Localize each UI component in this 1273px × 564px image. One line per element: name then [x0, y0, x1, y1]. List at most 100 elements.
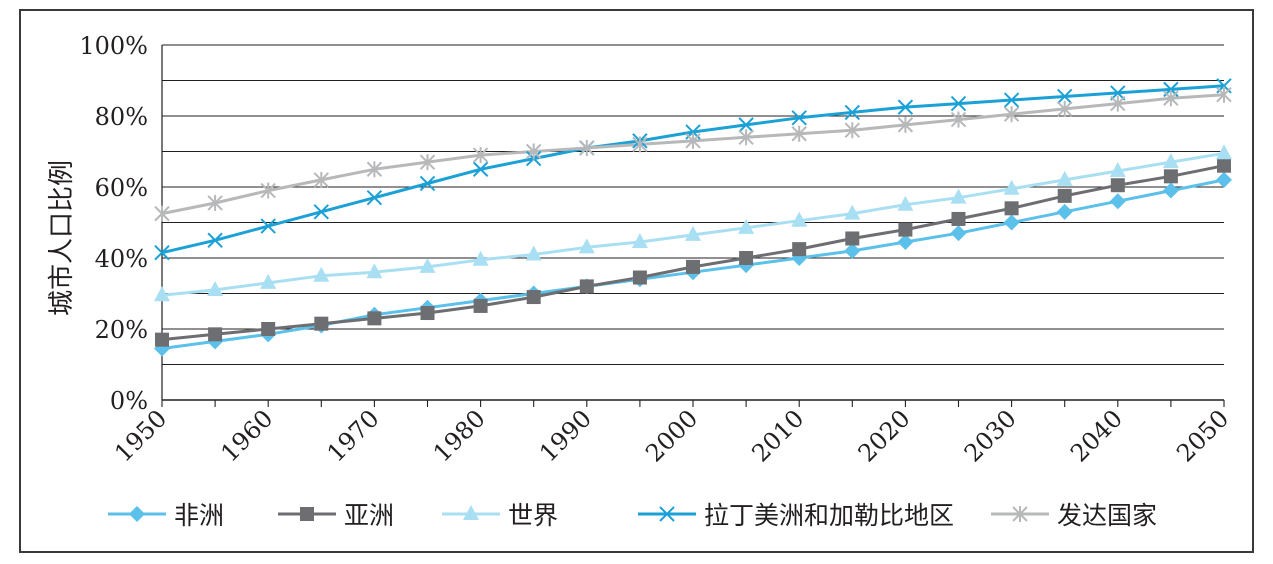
x-tick-label: 2010	[746, 404, 809, 467]
data-point-marker	[738, 117, 754, 133]
data-point-marker	[950, 225, 967, 242]
data-point-marker	[1004, 201, 1019, 216]
data-point-marker	[632, 270, 647, 285]
data-point-marker	[950, 111, 967, 128]
data-point-marker	[844, 104, 861, 121]
data-point-marker	[898, 222, 913, 237]
data-point-marker	[313, 171, 330, 188]
data-point-marker	[579, 139, 595, 156]
x-tick-label: 2050	[1171, 404, 1234, 467]
legend-label: 拉丁美洲和加勒比地区	[704, 501, 954, 530]
data-point-marker	[1056, 170, 1073, 186]
data-point-marker	[686, 259, 700, 274]
y-tick-label: 80%	[95, 103, 148, 131]
data-point-marker	[1056, 203, 1073, 220]
y-tick-label: 0%	[110, 387, 148, 415]
data-point-marker	[578, 238, 595, 254]
data-point-marker	[897, 234, 914, 251]
data-point-marker	[260, 182, 276, 199]
legend: 非洲 亚洲 世界 拉丁美洲和加勒比地区 发达国家	[108, 501, 1157, 530]
data-point-marker	[260, 218, 276, 234]
data-point-marker	[631, 233, 648, 249]
data-point-marker	[419, 175, 436, 192]
y-axis-label: 城市人口比例	[47, 160, 77, 316]
data-point-marker	[738, 129, 754, 146]
data-point-marker	[472, 161, 489, 177]
x-tick-label: 1990	[534, 404, 597, 467]
data-point-marker	[419, 154, 436, 171]
data-point-marker	[1003, 92, 1020, 108]
data-point-marker	[1217, 158, 1231, 173]
data-point-marker	[419, 257, 436, 273]
data-point-marker	[1216, 86, 1232, 103]
data-point-marker	[1057, 188, 1072, 203]
data-point-marker	[261, 322, 276, 336]
legend-label: 非洲	[174, 501, 224, 530]
data-point-marker	[579, 279, 594, 294]
x-axis-tick-labels: 1950 1960 1970 1980 1990 2000 2010 2020 2030 2040…	[109, 404, 1234, 467]
data-point-marker	[845, 231, 860, 246]
data-point-marker	[951, 211, 966, 226]
x-tick-label: 2040	[1065, 404, 1128, 467]
x-tick-label: 1970	[322, 404, 385, 467]
data-point-marker	[366, 189, 383, 206]
data-point-marker	[844, 122, 861, 139]
data-point-marker	[1216, 144, 1232, 160]
data-point-marker	[526, 290, 541, 305]
legend-marker	[129, 506, 145, 522]
legend-marker	[1012, 506, 1028, 522]
data-point-marker	[632, 136, 648, 153]
legend-item: 发达国家	[991, 501, 1157, 530]
grid-lines	[161, 44, 1225, 407]
data-point-marker	[154, 244, 170, 261]
data-point-marker	[897, 195, 914, 211]
data-point-marker	[1163, 90, 1179, 107]
data-point-marker	[260, 273, 277, 289]
data-point-marker	[1110, 95, 1126, 112]
data-point-marker	[366, 263, 383, 279]
data-point-marker	[1109, 162, 1126, 178]
legend-item: 亚洲	[278, 501, 394, 530]
y-tick-label: 60%	[95, 174, 148, 202]
data-point-marker	[950, 188, 967, 204]
data-point-marker	[1109, 193, 1126, 210]
data-point-marker	[154, 205, 170, 222]
data-point-marker	[844, 204, 861, 220]
y-tick-label: 20%	[95, 316, 148, 344]
series-markers	[154, 78, 1232, 357]
data-point-marker	[314, 316, 329, 331]
data-point-marker	[1003, 106, 1020, 123]
data-point-marker	[154, 286, 170, 302]
legend-item: 世界	[442, 501, 558, 530]
data-point-marker	[366, 161, 383, 178]
data-point-marker	[313, 266, 330, 282]
data-point-marker	[207, 280, 224, 296]
legend-item: 非洲	[108, 501, 224, 530]
data-point-marker	[525, 245, 542, 261]
data-point-marker	[1056, 100, 1073, 117]
legend-marker	[300, 507, 314, 521]
y-tick-label: 100%	[79, 32, 148, 60]
data-point-marker	[739, 251, 754, 265]
data-point-marker	[472, 147, 489, 164]
data-point-marker	[1003, 214, 1020, 231]
data-point-marker	[207, 232, 223, 248]
legend-label: 发达国家	[1057, 501, 1157, 530]
data-point-marker	[155, 332, 169, 347]
data-point-marker	[420, 306, 435, 321]
legend-label: 世界	[508, 501, 558, 530]
data-point-marker	[207, 194, 223, 211]
data-point-marker	[1162, 182, 1179, 199]
data-point-marker	[685, 132, 701, 149]
data-point-marker	[791, 125, 807, 142]
data-point-marker	[950, 95, 967, 112]
x-tick-label: 2020	[853, 404, 916, 467]
data-point-marker	[367, 311, 382, 326]
data-point-marker	[897, 99, 914, 115]
data-point-marker	[1162, 153, 1179, 169]
data-point-marker	[472, 250, 489, 266]
data-point-marker	[525, 143, 542, 160]
data-point-marker	[1056, 88, 1073, 105]
data-point-marker	[685, 225, 701, 241]
